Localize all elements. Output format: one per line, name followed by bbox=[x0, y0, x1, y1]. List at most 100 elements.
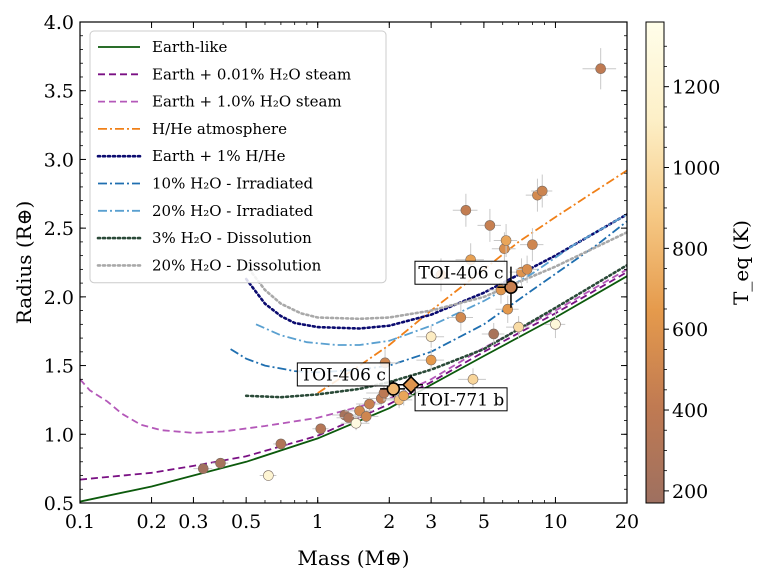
planet-point bbox=[531, 174, 553, 208]
point-marker bbox=[398, 390, 410, 402]
planet-point bbox=[273, 438, 289, 450]
planet-point bbox=[447, 303, 474, 332]
point-marker bbox=[197, 463, 209, 474]
y-tick-label: 3.0 bbox=[44, 149, 74, 171]
colorbar-tick-label: 1000 bbox=[672, 158, 720, 180]
point-marker bbox=[550, 319, 561, 330]
legend-entry: 20% H₂O - Irradiated bbox=[98, 202, 314, 220]
planet-point bbox=[366, 384, 400, 402]
annotation-box bbox=[296, 362, 390, 387]
legend-label: H/He atmosphere bbox=[152, 120, 287, 138]
annotation-2: TOI-406 c bbox=[296, 362, 390, 387]
legend-label: Earth + 1% H/He bbox=[152, 147, 286, 165]
planet-points bbox=[193, 48, 617, 481]
legend-entry: Earth + 0.01% H₂O steam bbox=[98, 65, 351, 83]
x-tick-label: 3 bbox=[425, 511, 437, 533]
legend-entry: 10% H₂O - Irradiated bbox=[98, 175, 314, 193]
legend-label: 10% H₂O - Irradiated bbox=[152, 175, 314, 193]
point-marker bbox=[315, 423, 327, 435]
colorbar-title: T_eq (K) bbox=[729, 220, 753, 305]
planet-point bbox=[495, 295, 519, 323]
planet-point bbox=[452, 193, 478, 227]
x-tick-label: 0.5 bbox=[231, 511, 261, 533]
legend-label: Earth + 1.0% H₂O steam bbox=[152, 93, 342, 111]
planet-point bbox=[336, 412, 360, 424]
point-marker bbox=[350, 417, 362, 429]
planet-point bbox=[416, 349, 445, 372]
y-tick-label: 1.5 bbox=[44, 356, 74, 378]
annotation-label: TOI-406 c bbox=[418, 264, 503, 284]
planet-point bbox=[481, 322, 505, 345]
point-marker bbox=[455, 312, 467, 323]
y-axis: 0.5 1.0 1.5 2.0 2.5 3.0 3.5 4.0 bbox=[44, 12, 627, 515]
y-tick-label: 2.0 bbox=[44, 287, 74, 309]
highlight-1 bbox=[497, 266, 523, 308]
planet-point bbox=[193, 463, 213, 474]
x-tick-label: 0.1 bbox=[65, 511, 95, 533]
planet-point bbox=[544, 310, 566, 339]
point-marker bbox=[460, 204, 472, 216]
legend-label: Earth-like bbox=[152, 38, 228, 56]
annotation-label: TOI-406 c bbox=[301, 365, 386, 385]
x-tick-label: 20 bbox=[615, 511, 639, 533]
highlight-marker bbox=[504, 280, 518, 295]
planet-point bbox=[344, 404, 373, 418]
planet-point bbox=[477, 208, 501, 242]
highlight-marker bbox=[386, 382, 401, 396]
point-marker bbox=[263, 470, 274, 481]
curve-3 bbox=[80, 268, 627, 434]
legend-entry: Earth + 1% H/He bbox=[96, 147, 286, 165]
y-tick-label: 1.0 bbox=[44, 424, 74, 446]
point-marker bbox=[500, 235, 512, 246]
y-tick-label: 2.5 bbox=[44, 218, 74, 240]
legend-label: 20% H₂O - Irradiated bbox=[152, 202, 314, 220]
planet-point bbox=[212, 457, 229, 469]
planet-point bbox=[312, 423, 329, 435]
planet-point bbox=[493, 224, 518, 258]
point-marker bbox=[488, 328, 500, 340]
x-axis: 0.1 0.2 0.3 0.5 1 2 3 5 10 20 bbox=[65, 22, 639, 533]
colorbar-tick-label: 600 bbox=[672, 319, 708, 341]
colorbar-tick-label: 800 bbox=[672, 238, 708, 260]
point-marker bbox=[521, 264, 533, 275]
point-marker bbox=[536, 185, 548, 197]
colorbar-gradient bbox=[645, 21, 665, 504]
x-axis-title: Mass (M⊕) bbox=[297, 546, 409, 570]
planet-point bbox=[340, 416, 370, 431]
annotation-1: TOI-406 c bbox=[414, 260, 508, 285]
point-marker bbox=[425, 331, 437, 343]
planet-point bbox=[515, 255, 538, 284]
colorbar-tick-label: 200 bbox=[672, 481, 708, 503]
planet-point bbox=[259, 470, 277, 481]
planet-point bbox=[520, 228, 544, 262]
point-marker bbox=[360, 411, 372, 422]
annotation-label: TOI-771 b bbox=[418, 390, 505, 410]
legend-entry: Earth + 1.0% H₂O steam bbox=[98, 93, 342, 111]
x-tick-label: 0.2 bbox=[136, 511, 166, 533]
y-tick-label: 4.0 bbox=[44, 12, 74, 34]
plot-frame bbox=[79, 21, 628, 504]
x-tick-label: 2 bbox=[383, 511, 395, 533]
legend-entry: H/He atmosphere bbox=[98, 120, 287, 138]
legend-label: Earth + 0.01% H₂O steam bbox=[152, 65, 351, 83]
point-marker bbox=[364, 398, 375, 410]
x-tick-label: 1 bbox=[312, 511, 324, 533]
curve-7 bbox=[255, 213, 627, 346]
point-marker bbox=[527, 239, 538, 250]
point-marker bbox=[275, 438, 287, 450]
legend-entry: Earth-like bbox=[98, 38, 228, 56]
annotations: TOI-406 c TOI-406 c TOI-771 b bbox=[296, 260, 508, 412]
legend-entry: 20% H₂O - Dissolution bbox=[96, 256, 322, 274]
annotation-box bbox=[414, 387, 508, 412]
planet-point bbox=[506, 316, 530, 339]
highlight-2 bbox=[380, 380, 406, 398]
point-marker bbox=[467, 374, 479, 385]
x-tick-label: 5 bbox=[478, 511, 490, 533]
legend-label: 20% H₂O - Dissolution bbox=[152, 256, 322, 274]
legend-box bbox=[89, 30, 387, 284]
point-marker bbox=[513, 321, 524, 333]
legend: Earth-like Earth + 0.01% H₂O steam Earth +… bbox=[89, 30, 387, 284]
colorbar: 200 400 600 800 1000 1200 T_eq (K) bbox=[645, 21, 753, 504]
planet-point bbox=[416, 325, 445, 348]
point-marker bbox=[484, 220, 496, 231]
